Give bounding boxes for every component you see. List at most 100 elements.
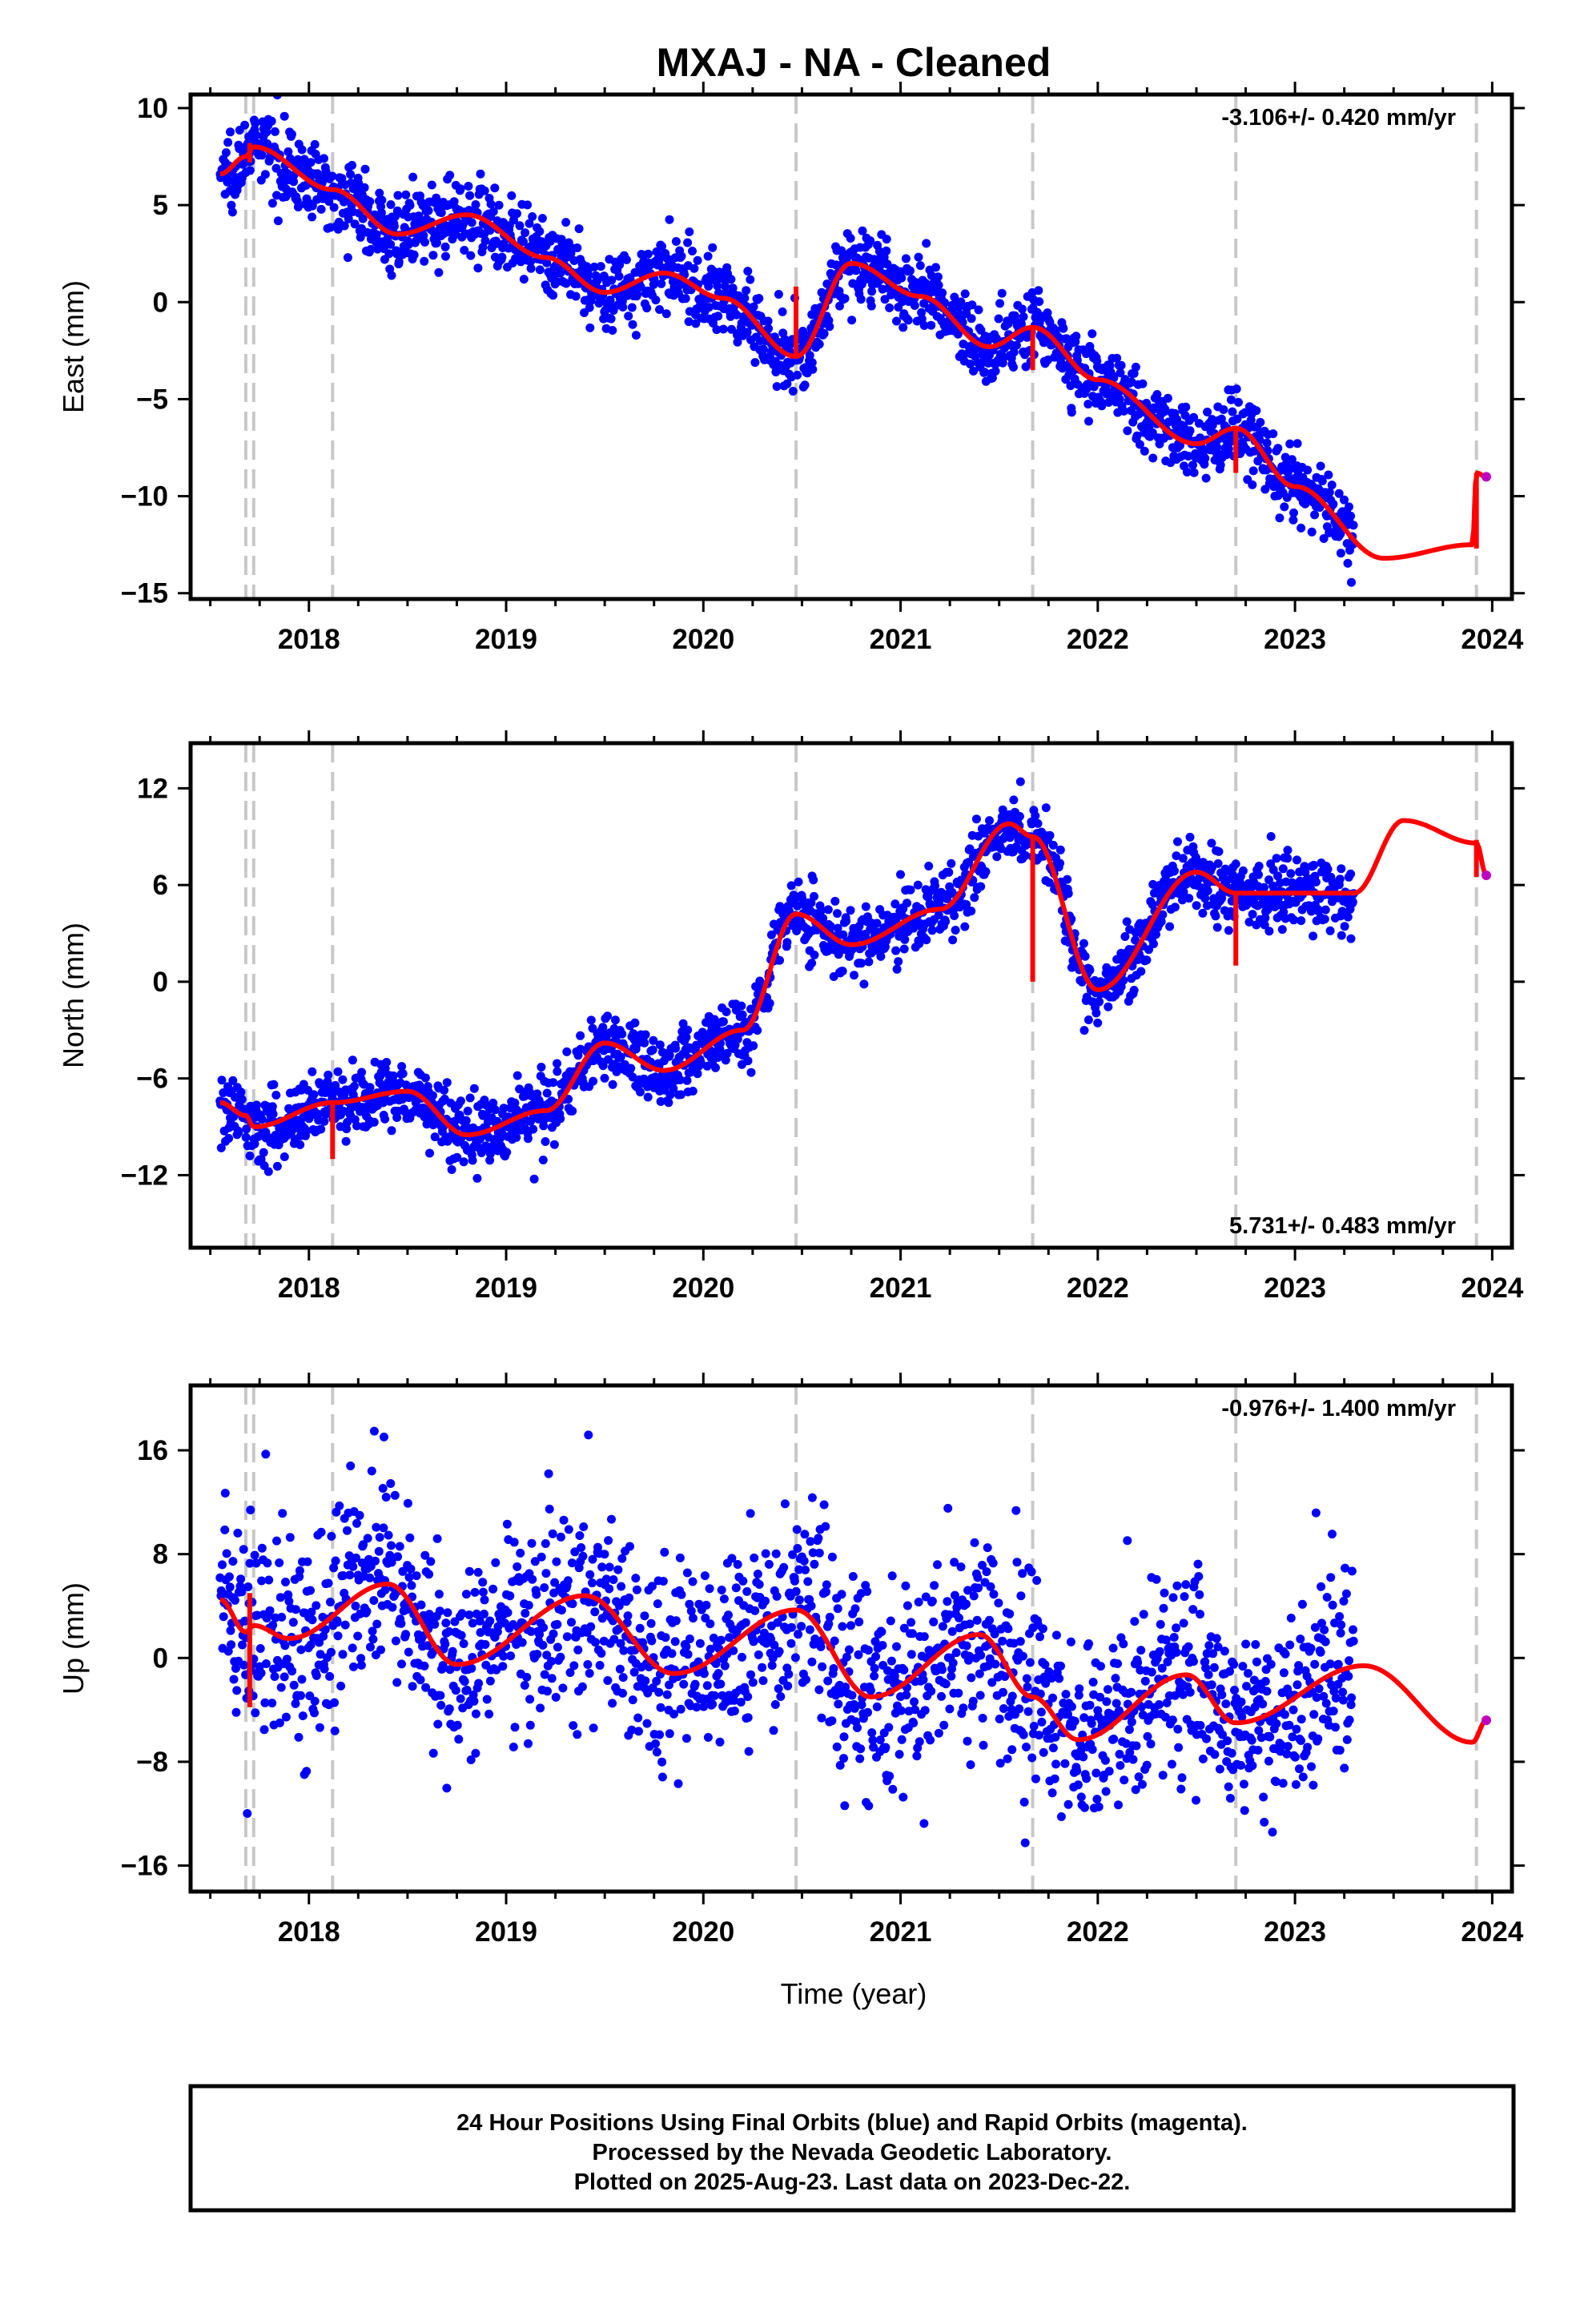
data-point: [617, 1582, 626, 1591]
data-point: [782, 938, 792, 947]
data-point: [788, 1550, 798, 1559]
data-point: [263, 1558, 272, 1568]
data-point: [577, 1543, 586, 1552]
data-point: [947, 858, 956, 868]
data-point: [526, 263, 536, 273]
data-point: [775, 955, 784, 965]
data-point: [1009, 363, 1018, 372]
data-point: [819, 329, 829, 338]
data-point: [309, 1090, 319, 1100]
data-point: [1132, 431, 1142, 440]
data-point: [924, 862, 934, 870]
data-point: [683, 238, 693, 247]
data-point: [1334, 489, 1344, 498]
data-point: [387, 1126, 396, 1136]
data-point: [227, 207, 237, 217]
data-point: [1156, 917, 1166, 927]
data-point: [558, 1683, 568, 1693]
data-point: [456, 184, 465, 194]
data-point: [465, 191, 475, 200]
data-point: [1063, 889, 1073, 899]
data-point: [741, 1618, 750, 1627]
data-point: [352, 1553, 361, 1562]
data-point: [369, 1117, 379, 1127]
data-point: [375, 1533, 384, 1542]
data-point: [442, 1078, 452, 1088]
data-point: [251, 1100, 261, 1110]
data-point: [528, 212, 537, 221]
data-point: [295, 1140, 305, 1149]
data-point: [1275, 513, 1284, 523]
data-point: [1256, 417, 1265, 427]
data-point: [1343, 912, 1353, 922]
data-point: [261, 1659, 271, 1668]
data-point: [991, 367, 1000, 376]
data-point: [1260, 883, 1268, 892]
data-point: [589, 262, 599, 271]
data-point: [260, 1698, 270, 1707]
data-point: [806, 1537, 815, 1546]
data-point: [1055, 858, 1064, 868]
data-point: [498, 1662, 508, 1671]
data-point: [378, 1484, 388, 1493]
data-point: [1080, 951, 1090, 961]
data-point: [303, 1557, 312, 1566]
data-point: [1293, 855, 1301, 865]
data-point: [432, 238, 441, 247]
data-point: [392, 1678, 402, 1687]
data-point: [389, 222, 399, 231]
data-point: [633, 290, 642, 300]
data-point: [449, 197, 459, 207]
data-point: [814, 1685, 824, 1695]
data-point: [283, 147, 293, 156]
data-point: [538, 1640, 548, 1650]
data-point: [474, 1679, 484, 1688]
data-point: [960, 922, 970, 931]
data-point: [774, 1684, 783, 1694]
data-point: [931, 881, 940, 891]
data-point: [855, 1754, 865, 1763]
data-point: [1252, 406, 1261, 416]
data-point: [628, 320, 637, 329]
data-point: [794, 1565, 804, 1574]
data-point: [938, 288, 947, 298]
data-point: [651, 296, 661, 305]
data-point: [502, 1519, 512, 1529]
data-point: [376, 208, 386, 218]
data-point: [281, 192, 291, 202]
data-point: [223, 1647, 233, 1656]
data-point: [505, 1591, 515, 1601]
data-point: [1173, 837, 1182, 846]
data-point: [538, 1156, 548, 1164]
data-point: [263, 139, 272, 148]
data-point: [657, 242, 666, 251]
data-point: [294, 1732, 304, 1742]
data-point: [806, 1601, 816, 1610]
data-point: [1093, 1018, 1103, 1027]
data-point: [754, 294, 764, 303]
data-point: [262, 127, 271, 137]
data-point: [586, 1015, 596, 1025]
data-point: [766, 930, 776, 939]
rapid-orbit-point: [1481, 472, 1491, 482]
data-point: [853, 1723, 862, 1732]
y-tick-label: −12: [121, 1160, 168, 1191]
data-point: [743, 1713, 753, 1723]
data-point: [814, 1548, 824, 1558]
data-point: [1170, 866, 1179, 875]
final-orbit-points: [215, 1426, 1358, 1848]
data-point: [523, 1134, 533, 1144]
data-point: [506, 1651, 516, 1661]
model-group: [219, 818, 1489, 1160]
data-point: [627, 1725, 637, 1735]
data-point: [471, 1709, 480, 1719]
data-point: [793, 370, 802, 380]
data-point: [743, 1056, 753, 1066]
data-point: [281, 1578, 290, 1586]
data-point: [537, 214, 547, 223]
data-point: [824, 1619, 834, 1629]
data-point: [428, 251, 438, 260]
data-point: [692, 1703, 702, 1712]
data-point: [941, 917, 951, 927]
data-point: [753, 1570, 762, 1578]
